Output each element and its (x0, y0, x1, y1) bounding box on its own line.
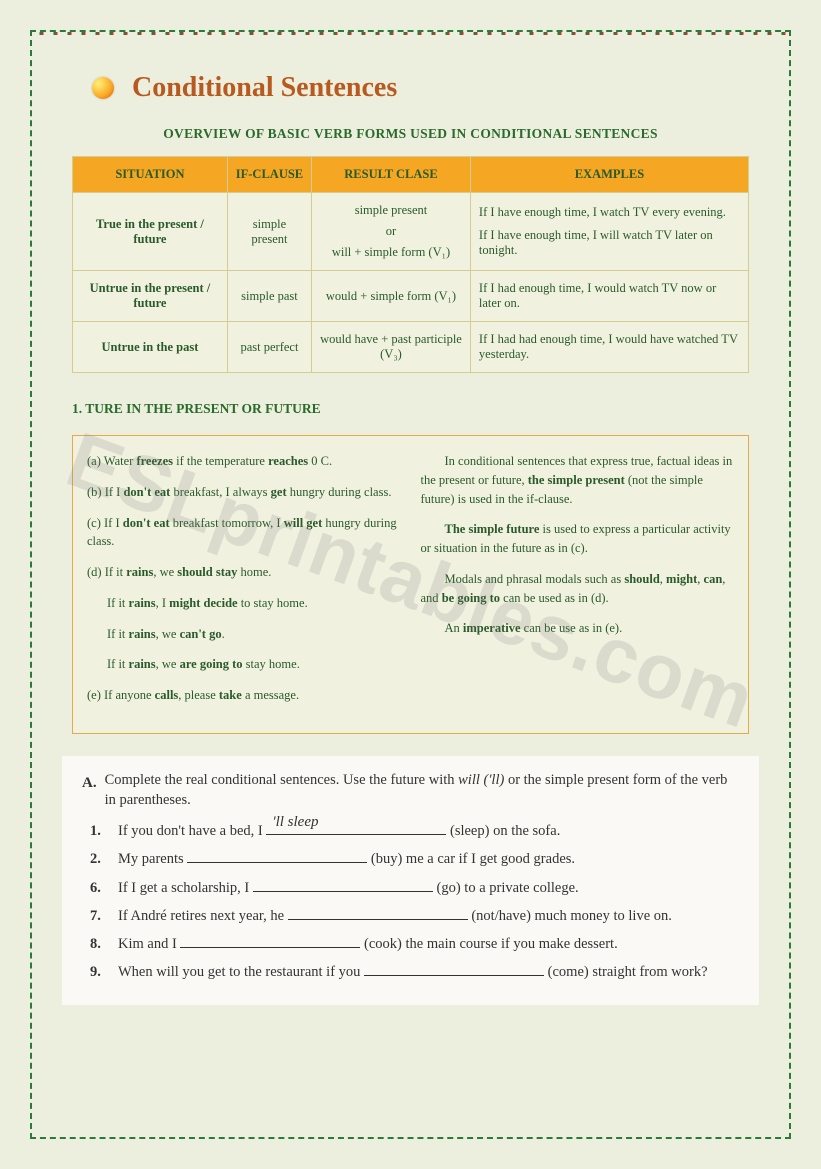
cell-ifclause: past perfect (227, 322, 311, 373)
cell-situation: True in the present / future (73, 193, 228, 271)
example-d2: If it rains, we can't go. (107, 625, 401, 644)
explanation-box: (a) Water freezes if the temperature rea… (72, 435, 749, 734)
th-result: RESULT CLASE (312, 157, 471, 193)
explain-p1: In conditional sentences that express tr… (421, 452, 735, 508)
exercise-sentence: If you don't have a bed, I 'll sleep (sl… (118, 818, 560, 844)
example-d1: If it rains, I might decide to stay home… (107, 594, 401, 613)
cell-examples: If I had enough time, I would watch TV n… (470, 271, 748, 322)
exercise-item: 9.When will you get to the restaurant if… (82, 959, 739, 985)
th-situation: SITUATION (73, 157, 228, 193)
fill-blank[interactable] (187, 849, 367, 864)
cell-ifclause: simple present (227, 193, 311, 271)
exercise-label: A. (82, 770, 97, 811)
exercise-sentence: My parents (buy) me a car if I get good … (118, 846, 575, 872)
exercise-number: 6. (90, 875, 112, 901)
explain-p4: An imperative can be use as in (e). (421, 619, 735, 638)
exercise-instructions: Complete the real conditional sentences.… (105, 770, 739, 811)
exercise-number: 1. (90, 818, 112, 844)
page-title: Conditional Sentences (132, 72, 397, 104)
example-e: (e) If anyone calls, please take a messa… (87, 686, 401, 705)
exercise-sentence: When will you get to the restaurant if y… (118, 959, 708, 985)
fill-blank[interactable] (364, 961, 544, 976)
cell-examples: If I have enough time, I watch TV every … (470, 193, 748, 271)
section-1-heading: 1. TURE IN THE PRESENT OR FUTURE (72, 401, 749, 417)
filled-answer: 'll sleep (272, 809, 318, 836)
explain-p3: Modals and phrasal modals such as should… (421, 570, 735, 608)
exercise-sentence: If André retires next year, he (not/have… (118, 903, 672, 929)
table-row: True in the present / future simple pres… (73, 193, 749, 271)
exercise-intro: A. Complete the real conditional sentenc… (82, 770, 739, 811)
page-content: Conditional Sentences OVERVIEW OF BASIC … (32, 32, 789, 1137)
bullet-icon (92, 77, 114, 99)
cell-result: would + simple form (V₁) (312, 271, 471, 322)
exercise-items: 1.If you don't have a bed, I 'll sleep (… (82, 818, 739, 985)
exercise-number: 8. (90, 931, 112, 957)
result-or: or (320, 224, 462, 239)
exercise-number: 9. (90, 959, 112, 985)
example-d: (d) If it rains, we should stay home. (87, 563, 401, 582)
result-b: will + simple form (V₁) (332, 245, 450, 259)
explanation-right-column: In conditional sentences that express tr… (421, 452, 735, 717)
cell-examples: If I had had enough time, I would have w… (470, 322, 748, 373)
example-b: (b) If I don't eat breakfast, I always g… (87, 483, 401, 502)
exercise-number: 2. (90, 846, 112, 872)
th-ifclause: IF-CLAUSE (227, 157, 311, 193)
cell-ifclause: simple past (227, 271, 311, 322)
table-row: Untrue in the past past perfect would ha… (73, 322, 749, 373)
exercise-sentence: If I get a scholarship, I (go) to a priv… (118, 875, 579, 901)
exercise-item: 8.Kim and I (cook) the main course if yo… (82, 931, 739, 957)
cell-result: would have + past participle (V₃) (312, 322, 471, 373)
examples-left-column: (a) Water freezes if the temperature rea… (87, 452, 401, 717)
th-examples: EXAMPLES (470, 157, 748, 193)
exercise-number: 7. (90, 903, 112, 929)
fill-blank[interactable]: 'll sleep (266, 821, 446, 836)
example-d3: If it rains, we are going to stay home. (107, 655, 401, 674)
cell-situation: Untrue in the present / future (73, 271, 228, 322)
table-row: Untrue in the present / future simple pa… (73, 271, 749, 322)
example-a: (a) Water freezes if the temperature rea… (87, 452, 401, 471)
fill-blank[interactable] (180, 933, 360, 948)
subtitle: OVERVIEW OF BASIC VERB FORMS USED IN CON… (72, 126, 749, 142)
title-row: Conditional Sentences (92, 72, 749, 104)
result-a: simple present (355, 203, 428, 217)
cell-situation: Untrue in the past (73, 322, 228, 373)
overview-table: SITUATION IF-CLAUSE RESULT CLASE EXAMPLE… (72, 156, 749, 373)
exercise-item: 6.If I get a scholarship, I (go) to a pr… (82, 875, 739, 901)
exercise-sentence: Kim and I (cook) the main course if you … (118, 931, 618, 957)
explain-p2: The simple future is used to express a p… (421, 520, 735, 558)
cell-result: simple present or will + simple form (V₁… (312, 193, 471, 271)
exercise-item: 1.If you don't have a bed, I 'll sleep (… (82, 818, 739, 844)
exercise-area: A. Complete the real conditional sentenc… (62, 756, 759, 1005)
example-a: If I have enough time, I watch TV every … (479, 205, 740, 220)
fill-blank[interactable] (253, 877, 433, 892)
decorative-border: Conditional Sentences OVERVIEW OF BASIC … (30, 30, 791, 1139)
example-c: (c) If I don't eat breakfast tomorrow, I… (87, 514, 401, 552)
exercise-item: 2.My parents (buy) me a car if I get goo… (82, 846, 739, 872)
exercise-item: 7.If André retires next year, he (not/ha… (82, 903, 739, 929)
example-b: If I have enough time, I will watch TV l… (479, 228, 740, 258)
fill-blank[interactable] (288, 905, 468, 920)
